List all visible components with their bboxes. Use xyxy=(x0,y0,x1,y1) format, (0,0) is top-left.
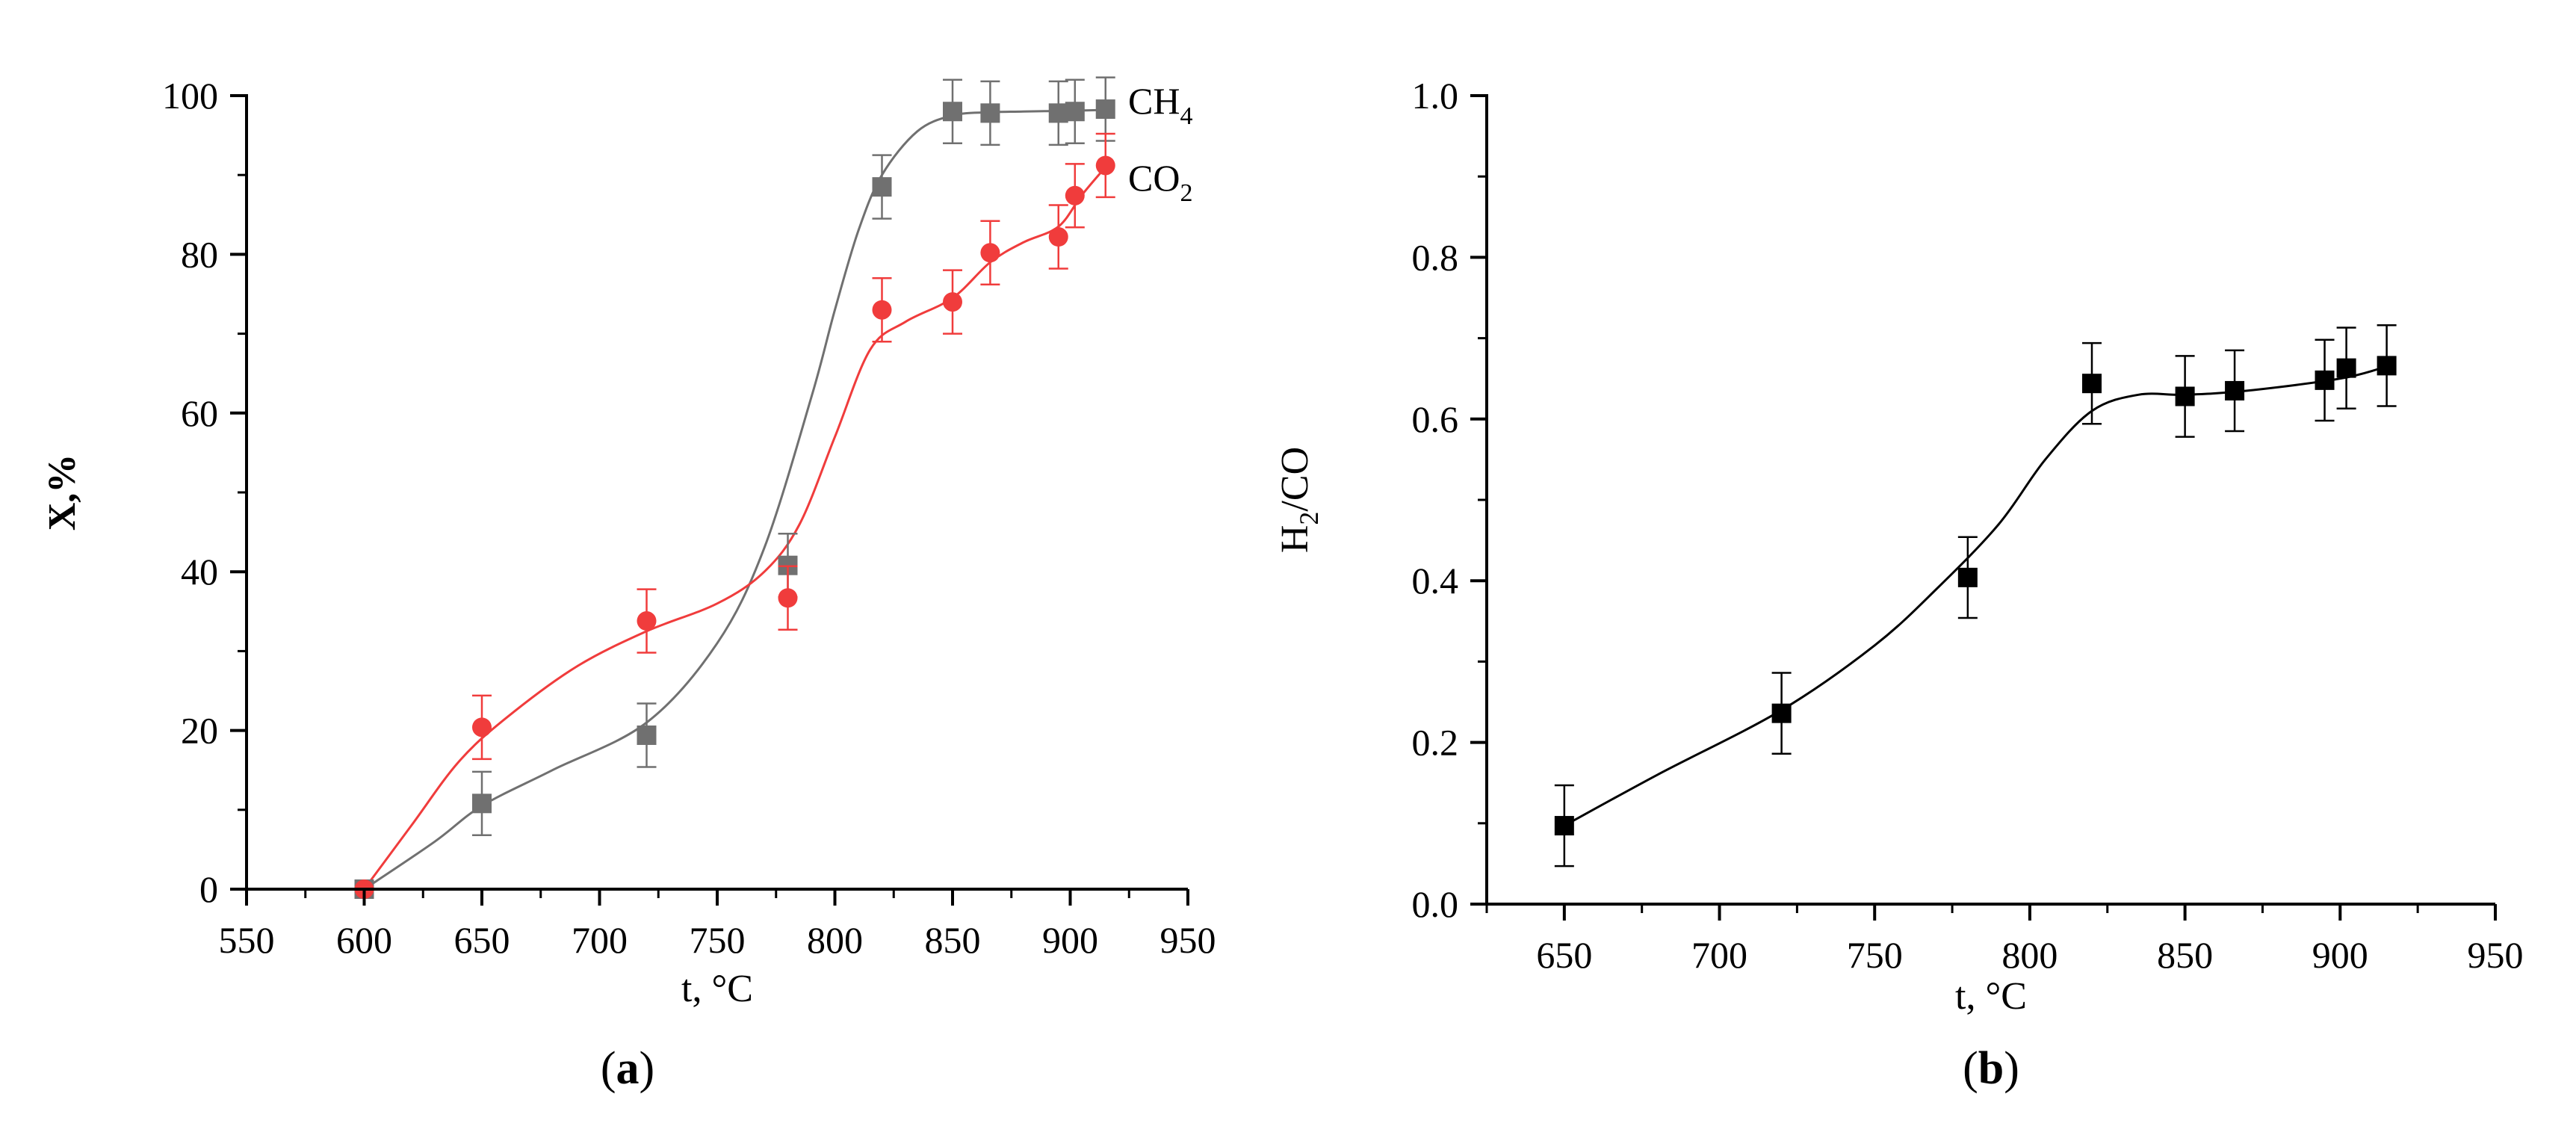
data-point-co2 xyxy=(1095,155,1115,176)
x-tick-label: 600 xyxy=(336,919,392,961)
data-point-h2co xyxy=(2082,374,2102,394)
panel-b-y-axis-title: H2/CO xyxy=(1274,447,1324,553)
y-tick-label: 60 xyxy=(181,392,218,434)
panel-a-x-axis-title: t, °C xyxy=(681,968,753,1010)
data-point-h2co xyxy=(2225,380,2245,400)
data-point-co2 xyxy=(778,588,798,608)
x-tick-label: 800 xyxy=(2001,934,2058,976)
data-point-ch4 xyxy=(943,102,962,122)
legend-entry-co2: CO2 xyxy=(1128,157,1192,207)
x-tick-label: 650 xyxy=(454,919,510,961)
data-point-h2co xyxy=(2175,386,2195,406)
data-point-co2 xyxy=(1048,227,1068,247)
fit-curve-co2 xyxy=(363,166,1106,890)
y-tick-label: 0.0 xyxy=(1412,883,1459,925)
x-tick-label: 700 xyxy=(1691,934,1747,976)
panel-b-chart: 650 700 750 800 850 900 9500.00.20.40.60.81.0 … xyxy=(1274,75,2524,1094)
data-point-ch4 xyxy=(980,103,1000,123)
data-point-co2 xyxy=(943,292,962,312)
y-tick-label: 80 xyxy=(181,233,218,275)
data-point-co2 xyxy=(1065,185,1085,205)
data-point-h2co xyxy=(1957,567,1978,587)
x-tick-label: 950 xyxy=(1160,919,1216,961)
y-tick-label: 1.0 xyxy=(1412,75,1459,117)
x-tick-label: 750 xyxy=(690,919,746,961)
data-point-ch4 xyxy=(1048,103,1068,123)
data-point-ch4 xyxy=(1095,99,1115,120)
data-point-h2co xyxy=(2315,370,2335,390)
data-point-h2co xyxy=(1554,816,1574,836)
x-tick-label: 850 xyxy=(2157,934,2213,976)
y-tick-label: 0.4 xyxy=(1412,560,1459,601)
data-point-h2co xyxy=(1771,703,1792,723)
x-tick-label: 650 xyxy=(1536,934,1592,976)
data-point-ch4 xyxy=(637,725,657,745)
y-tick-label: 0 xyxy=(199,868,218,910)
x-tick-label: 550 xyxy=(219,919,275,961)
data-point-ch4 xyxy=(1065,102,1085,122)
y-tick-label: 0.6 xyxy=(1412,398,1459,440)
x-tick-label: 900 xyxy=(1042,919,1098,961)
x-tick-label: 950 xyxy=(2468,934,2524,976)
x-tick-label: 800 xyxy=(807,919,863,961)
panel-a-chart: 550 600 650 700 750 800 850 900 950020406080100 … xyxy=(41,75,1216,1094)
x-tick-label: 700 xyxy=(572,919,628,961)
y-tick-label: 0.2 xyxy=(1412,722,1459,764)
data-point-h2co xyxy=(2336,358,2356,378)
y-tick-label: 40 xyxy=(181,551,218,593)
x-tick-label: 750 xyxy=(1847,934,1903,976)
data-point-h2co xyxy=(2377,356,2397,376)
data-point-co2 xyxy=(872,300,892,320)
fit-curve-h2co xyxy=(1564,365,2387,827)
data-point-co2 xyxy=(637,611,657,631)
y-tick-label: 100 xyxy=(162,75,218,117)
panel-b-caption: (b) xyxy=(1963,1043,2019,1094)
data-point-ch4 xyxy=(872,177,892,197)
x-tick-label: 900 xyxy=(2312,934,2368,976)
x-tick-label: 850 xyxy=(925,919,981,961)
y-tick-label: 0.8 xyxy=(1412,236,1459,278)
panel-a-y-axis-title: X,% xyxy=(41,454,84,531)
y-tick-label: 20 xyxy=(181,710,218,752)
panel-a-caption: (a) xyxy=(601,1043,654,1094)
legend-entry-ch4: CH4 xyxy=(1128,80,1192,130)
data-point-ch4 xyxy=(472,794,492,814)
panel-b-x-axis-title: t, °C xyxy=(1955,975,2027,1018)
data-point-co2 xyxy=(980,243,1000,263)
data-point-co2 xyxy=(472,717,492,737)
panel-a-legend: CH4 CO2 xyxy=(1128,80,1192,207)
